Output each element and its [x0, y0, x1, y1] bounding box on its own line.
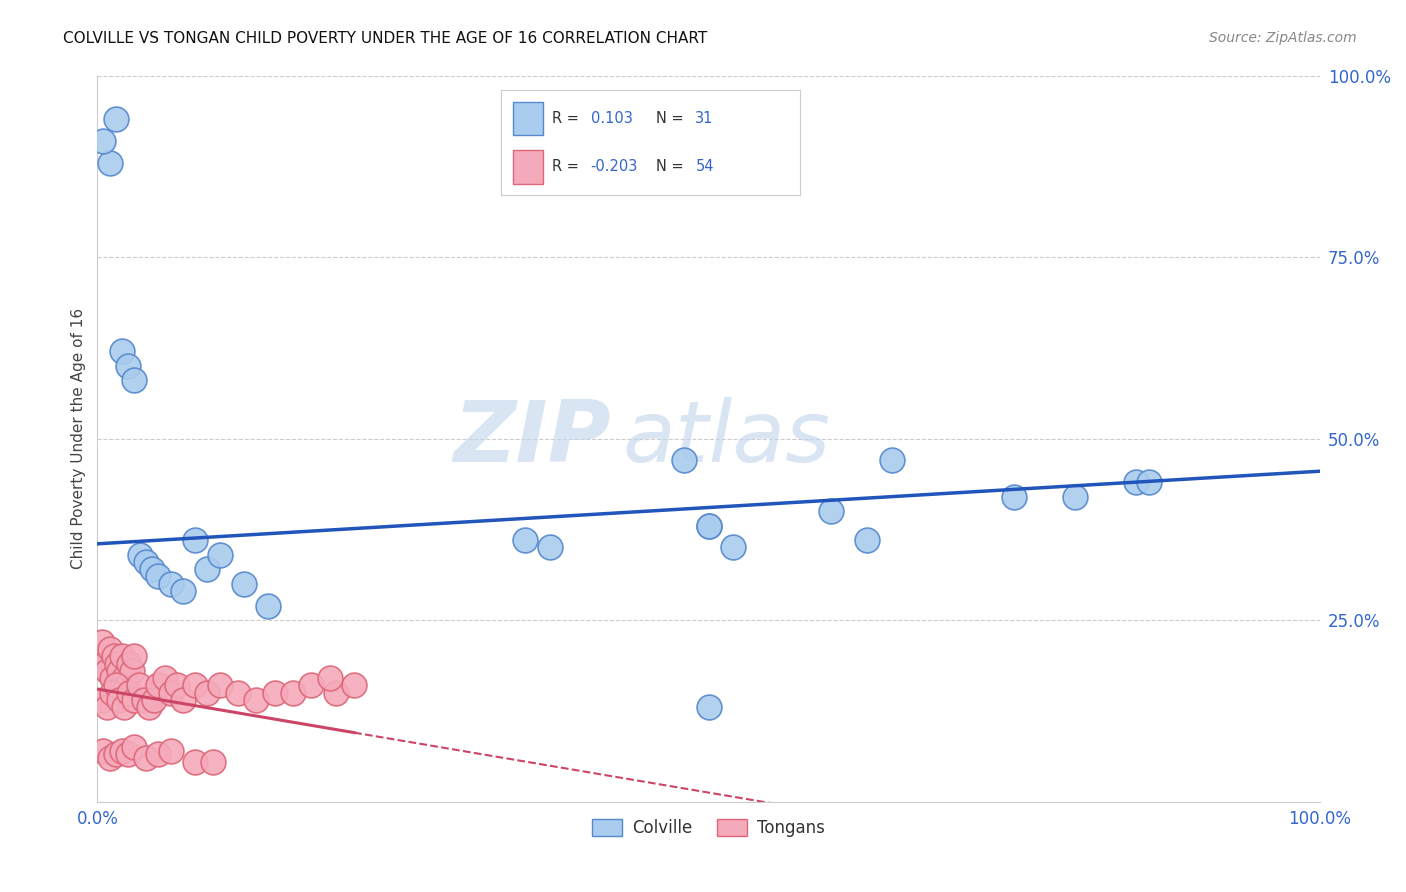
Point: [697, 518, 720, 533]
Point: [93, 744, 115, 758]
Point: [281, 686, 304, 700]
Point: [117, 747, 139, 762]
Point: [721, 541, 744, 555]
Point: [263, 686, 285, 700]
Point: [208, 548, 231, 562]
Point: [128, 678, 150, 692]
Point: [122, 693, 145, 707]
Point: [98, 155, 121, 169]
Point: [96, 700, 118, 714]
Point: [245, 693, 267, 707]
Point: [98, 642, 121, 657]
Legend: Colville, Tongans: Colville, Tongans: [585, 813, 832, 844]
Point: [257, 599, 280, 613]
Point: [111, 344, 134, 359]
Point: [538, 541, 561, 555]
Point: [148, 678, 170, 692]
Point: [1064, 490, 1087, 504]
Point: [184, 533, 207, 548]
Point: [129, 548, 152, 562]
Text: atlas: atlas: [623, 397, 831, 480]
Point: [135, 751, 157, 765]
Point: [202, 755, 225, 769]
Point: [112, 671, 135, 685]
Point: [96, 664, 118, 678]
Point: [138, 700, 160, 714]
Point: [673, 453, 696, 467]
Point: [111, 649, 134, 664]
Point: [166, 678, 188, 692]
Point: [108, 693, 131, 707]
Point: [184, 678, 207, 692]
Point: [91, 635, 114, 649]
Point: [121, 664, 143, 678]
Point: [159, 686, 181, 700]
Point: [101, 686, 124, 700]
Point: [117, 359, 139, 373]
Point: [132, 693, 155, 707]
Point: [1002, 490, 1025, 504]
Point: [515, 533, 537, 548]
Point: [118, 686, 141, 700]
Point: [115, 678, 138, 692]
Point: [103, 649, 125, 664]
Point: [184, 755, 207, 769]
Point: [104, 678, 127, 692]
Point: [141, 562, 163, 576]
Point: [148, 747, 170, 762]
Text: COLVILLE VS TONGAN CHILD POVERTY UNDER THE AGE OF 16 CORRELATION CHART: COLVILLE VS TONGAN CHILD POVERTY UNDER T…: [63, 31, 707, 46]
Point: [159, 576, 181, 591]
Point: [195, 686, 218, 700]
Point: [142, 693, 165, 707]
Point: [325, 686, 347, 700]
Point: [93, 134, 115, 148]
Point: [122, 740, 145, 755]
Point: [148, 569, 170, 583]
Point: [105, 657, 128, 671]
Point: [697, 700, 720, 714]
Point: [172, 584, 194, 599]
Point: [135, 555, 157, 569]
Point: [89, 649, 111, 664]
Point: [98, 751, 121, 765]
Point: [118, 657, 141, 671]
Y-axis label: Child Poverty Under the Age of 16: Child Poverty Under the Age of 16: [72, 308, 86, 569]
Point: [159, 744, 181, 758]
Point: [93, 657, 115, 671]
Point: [111, 744, 134, 758]
Point: [697, 518, 720, 533]
Point: [108, 664, 131, 678]
Point: [299, 678, 322, 692]
Point: [226, 686, 249, 700]
Point: [856, 533, 879, 548]
Point: [880, 453, 903, 467]
Text: ZIP: ZIP: [453, 397, 610, 480]
Point: [112, 700, 135, 714]
Point: [1137, 475, 1160, 489]
Point: [122, 374, 145, 388]
Point: [208, 678, 231, 692]
Point: [820, 504, 842, 518]
Point: [101, 671, 124, 685]
Point: [93, 693, 115, 707]
Point: [318, 671, 340, 685]
Point: [233, 576, 256, 591]
Point: [104, 112, 127, 127]
Point: [195, 562, 218, 576]
Point: [1125, 475, 1147, 489]
Text: Source: ZipAtlas.com: Source: ZipAtlas.com: [1209, 31, 1357, 45]
Point: [153, 671, 176, 685]
Point: [172, 693, 194, 707]
Point: [122, 649, 145, 664]
Point: [343, 678, 366, 692]
Point: [104, 747, 127, 762]
